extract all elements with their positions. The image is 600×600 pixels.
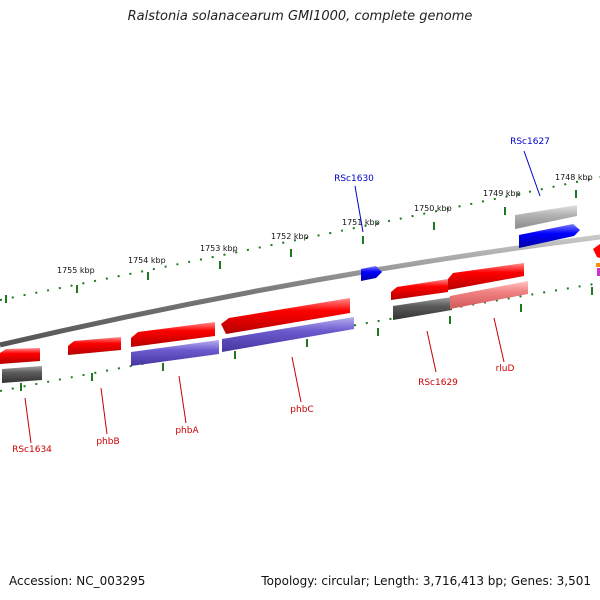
forward-tick-ring [0, 176, 600, 301]
scale-label-1754: 1754 kbp [128, 256, 166, 265]
gene-label-phba: phbA [175, 426, 199, 436]
gene-rsc1627-box[interactable] [515, 205, 577, 229]
gene-phba-reverse[interactable] [131, 340, 219, 366]
gene-label-rlud: rluD [496, 364, 515, 374]
forward-major-ticks [5, 190, 577, 303]
gene-rsc1634-reverse[interactable] [2, 366, 42, 383]
scale-label-1750: 1750 kbp [414, 204, 452, 213]
gene-rsc1634-forward[interactable] [0, 348, 40, 364]
gene-rsc1627-arrow[interactable] [519, 224, 580, 248]
scale-label-1755: 1755 kbp [57, 266, 95, 275]
gene-label-rsc1630: RSc1630 [334, 174, 374, 184]
scale-label-1748: 1748 kbp [555, 173, 593, 182]
gene-rsc1629-forward[interactable] [391, 279, 448, 300]
gene-rlud-forward[interactable] [448, 263, 524, 290]
gene-edge-right[interactable] [593, 244, 600, 258]
scale-label-1749: 1749 kbp [483, 189, 521, 198]
gene-edge-right-orange [596, 263, 600, 267]
genome-summary-text: Topology: circular; Length: 3,716,413 bp… [261, 574, 591, 588]
gene-label-rsc1629: RSc1629 [418, 378, 458, 388]
scale-label-1752: 1752 kbp [271, 232, 309, 241]
gene-label-phbc: phbC [290, 405, 313, 415]
gene-edge-right-magenta [597, 268, 600, 276]
gene-rlud-reverse[interactable] [450, 281, 528, 309]
gene-label-phbb: phbB [96, 437, 119, 447]
gene-rsc1630-arrow[interactable] [361, 266, 382, 281]
genome-backbone [0, 234, 600, 348]
accession-text: Accession: NC_003295 [9, 574, 146, 588]
gene-phbc-forward[interactable] [221, 298, 350, 334]
gene-label-rsc1627: RSc1627 [510, 137, 550, 147]
gene-phbb-forward[interactable] [68, 337, 121, 355]
gene-phba-forward[interactable] [131, 322, 215, 347]
label-leaders [24, 150, 541, 444]
reverse-major-ticks [20, 287, 593, 391]
gene-rsc1629-reverse[interactable] [393, 297, 452, 320]
map-title: Ralstonia solanacearum GMI1000, complete… [127, 9, 473, 24]
scale-label-1753: 1753 kbp [200, 244, 238, 253]
gene-phbc-reverse[interactable] [222, 317, 354, 352]
reverse-tick-ring [0, 282, 600, 392]
gene-label-rsc1634: RSc1634 [12, 445, 52, 455]
